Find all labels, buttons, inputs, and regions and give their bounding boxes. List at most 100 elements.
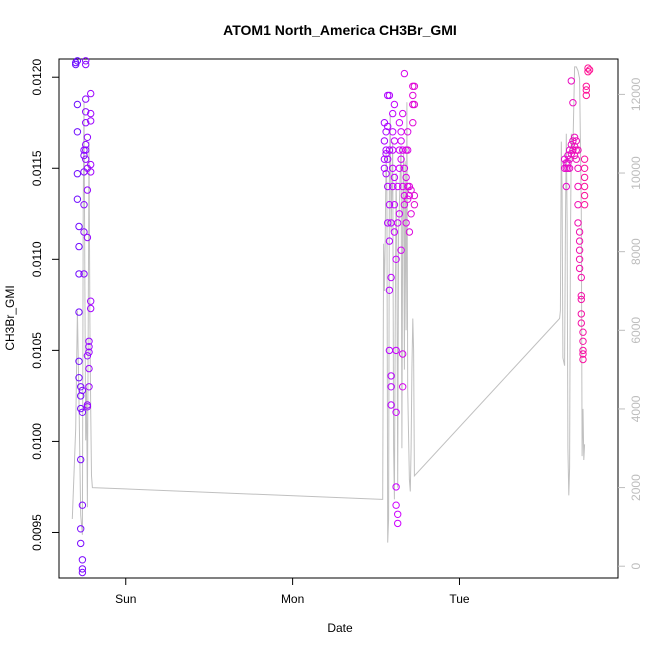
data-point bbox=[72, 58, 80, 67]
data-point bbox=[80, 270, 88, 278]
data-point bbox=[75, 242, 83, 251]
data-point bbox=[82, 140, 90, 149]
data-point bbox=[580, 182, 589, 191]
y-tick-label: 0.0115 bbox=[30, 150, 44, 186]
data-point bbox=[390, 228, 399, 236]
plot-area-border bbox=[58, 58, 619, 579]
y-tick-label: 0.0095 bbox=[30, 514, 44, 551]
data-point bbox=[382, 170, 390, 178]
data-point bbox=[83, 403, 92, 411]
data-point bbox=[85, 348, 93, 356]
secondary-line-layer bbox=[71, 66, 586, 543]
data-point bbox=[577, 319, 585, 327]
data-point bbox=[387, 383, 395, 391]
data-point bbox=[567, 77, 575, 85]
data-point bbox=[385, 201, 394, 209]
data-point bbox=[410, 82, 419, 91]
data-point bbox=[390, 201, 399, 209]
data-point bbox=[387, 372, 395, 380]
data-point bbox=[404, 195, 412, 203]
data-point bbox=[579, 350, 587, 358]
data-point bbox=[87, 168, 95, 176]
data-point bbox=[579, 337, 587, 345]
x-axis-label: Date bbox=[327, 621, 353, 635]
data-point bbox=[575, 237, 584, 245]
data-point bbox=[400, 164, 409, 173]
data-point bbox=[575, 255, 584, 263]
data-point bbox=[392, 483, 400, 491]
data-point bbox=[87, 304, 95, 313]
data-point bbox=[579, 346, 587, 355]
data-point bbox=[78, 408, 87, 416]
y2-tick-label: 8000 bbox=[629, 238, 643, 265]
data-point bbox=[75, 222, 83, 231]
data-point bbox=[579, 355, 587, 364]
data-point bbox=[409, 119, 417, 127]
data-point bbox=[82, 119, 90, 127]
data-point bbox=[577, 310, 585, 318]
data-point bbox=[78, 501, 87, 509]
data-point bbox=[87, 117, 95, 125]
data-point bbox=[73, 195, 82, 203]
data-point bbox=[87, 297, 95, 305]
data-point bbox=[73, 100, 82, 109]
y-axis-left: 0.0095 0.0100 0.0105 0.0110 0.0115 0.0120 bbox=[30, 59, 59, 551]
data-point bbox=[582, 91, 590, 100]
data-point bbox=[392, 501, 400, 509]
data-point bbox=[390, 137, 399, 145]
data-point bbox=[87, 109, 95, 118]
data-point bbox=[87, 89, 95, 98]
data-point bbox=[585, 66, 594, 74]
data-point bbox=[407, 186, 415, 194]
data-point bbox=[83, 352, 92, 360]
data-point bbox=[399, 146, 407, 154]
data-point bbox=[82, 57, 90, 65]
x-tick-label: Tue bbox=[449, 592, 470, 606]
data-point bbox=[572, 137, 580, 145]
data-point bbox=[580, 201, 589, 209]
data-point bbox=[385, 286, 394, 294]
data-point bbox=[404, 128, 412, 136]
data-point bbox=[400, 201, 409, 209]
data-point bbox=[387, 401, 395, 409]
data-point bbox=[384, 182, 392, 191]
data-point bbox=[574, 219, 582, 227]
data-point bbox=[75, 357, 83, 365]
data-point bbox=[399, 350, 407, 358]
data-point bbox=[582, 82, 590, 91]
data-point bbox=[395, 164, 404, 173]
data-point bbox=[72, 60, 80, 69]
data-point bbox=[395, 119, 404, 127]
data-point bbox=[580, 173, 589, 182]
data-point bbox=[580, 164, 589, 173]
data-point bbox=[410, 201, 419, 209]
data-point bbox=[577, 273, 585, 282]
y-tick-label: 0.0110 bbox=[30, 241, 44, 277]
y-tick-label: 0.0100 bbox=[30, 423, 44, 460]
data-point bbox=[397, 155, 405, 163]
data-point bbox=[380, 164, 389, 173]
data-point bbox=[77, 455, 85, 464]
y2-tick-label: 0 bbox=[629, 563, 643, 570]
y-axis-label: CH3Br_GMI bbox=[3, 285, 17, 350]
data-point bbox=[394, 519, 402, 528]
data-points-layer bbox=[72, 57, 594, 577]
data-point bbox=[389, 128, 397, 136]
data-point bbox=[83, 186, 92, 194]
data-point bbox=[78, 386, 87, 395]
data-point bbox=[574, 164, 582, 173]
data-point bbox=[85, 337, 93, 345]
data-point bbox=[73, 170, 82, 178]
data-point bbox=[390, 100, 399, 109]
data-point bbox=[385, 146, 394, 154]
data-point bbox=[82, 146, 90, 154]
chart-title: ATOM1 North_America CH3Br_GMI bbox=[223, 22, 457, 38]
data-point bbox=[399, 383, 407, 391]
data-point bbox=[82, 155, 90, 163]
x-axis: Sun Mon Tue bbox=[115, 578, 470, 606]
data-point bbox=[75, 308, 83, 316]
data-point bbox=[389, 182, 397, 191]
data-point bbox=[410, 100, 419, 109]
data-point bbox=[397, 246, 405, 254]
data-point bbox=[574, 182, 582, 191]
